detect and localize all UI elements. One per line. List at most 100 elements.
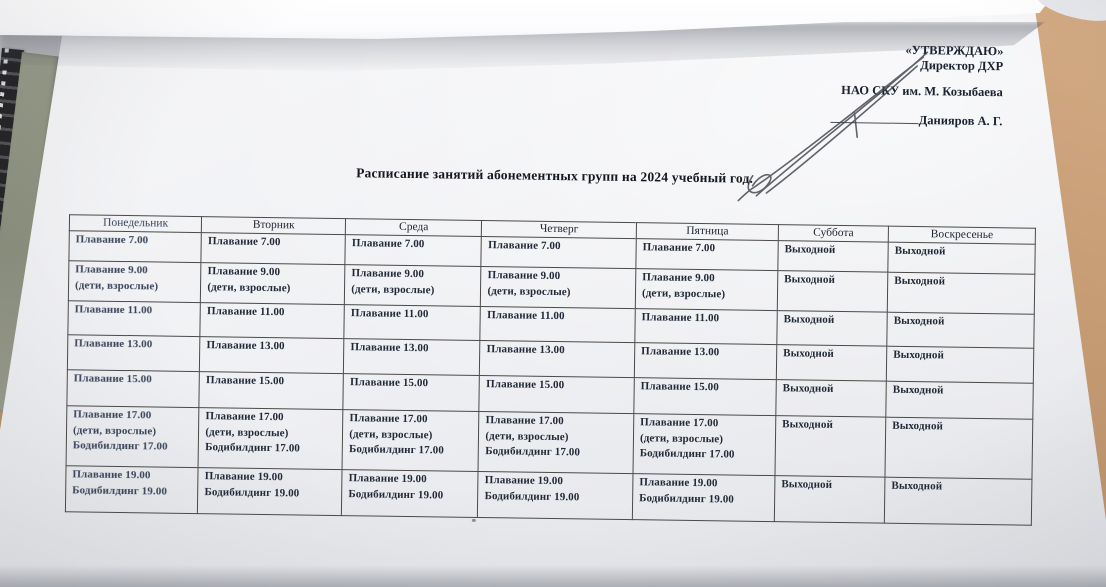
cell-line: Выходной	[893, 348, 945, 362]
cell-line: Бодибилдинг 19.00	[204, 485, 300, 500]
cell-line: Выходной	[784, 243, 836, 256]
schedule-cell: Плавание 15.00	[66, 369, 200, 408]
schedule-cell: Выходной	[885, 381, 1034, 420]
cell-line: Бодибилдинг 17.00	[348, 443, 444, 457]
cell-line: Плавание 9.00	[75, 263, 148, 277]
cell-line: Плавание 17.00	[485, 414, 564, 428]
schedule-cell: Выходной	[776, 344, 887, 382]
schedule-cell: Плавание 19.00 Бодибилдинг 19.00	[477, 471, 633, 520]
schedule-cell: Плавание 19.00 Бодибилдинг 19.00	[632, 473, 775, 522]
schedule-cell: Выходной	[774, 475, 886, 524]
cell-line: Плавание 7.00	[642, 241, 716, 255]
schedule-cell: Плавание 11.00	[200, 302, 345, 339]
schedule-cell: Плавание 15.00	[633, 377, 777, 416]
cell-line: Бодибилдинг 19.00	[348, 487, 444, 502]
cell-line: Выходной	[782, 418, 834, 431]
schedule-cell: Плавание 7.00	[68, 230, 202, 263]
cell-line: Плавание 11.00	[487, 309, 565, 323]
cell-line: Выходной	[784, 273, 836, 286]
cell-line: Плавание 7.00	[75, 233, 149, 247]
cell-line: Плавание 19.00	[348, 472, 427, 486]
schedule-cell: Плавание 7.00	[635, 238, 779, 271]
cell-line: Бодибилдинг 19.00	[484, 489, 580, 503]
schedule-cell: Выходной	[885, 417, 1033, 480]
schedule-table: Понедельник Вторник Среда Четверг Пятница Суб…	[65, 214, 1036, 526]
cell-line: Бодибилдинг 17.00	[72, 439, 168, 453]
cell-line: (дети, взрослые)	[641, 286, 726, 301]
cell-line: Плавание 15.00	[73, 372, 152, 386]
schedule-cell: Выходной	[777, 240, 889, 273]
schedule-cell: Плавание 17.00 (дети, взрослые) Бодибилдин…	[198, 407, 344, 470]
schedule-cell: Плавание 7.00	[481, 236, 637, 269]
cell-line: Плавание 15.00	[206, 374, 285, 388]
cell-line: Выходной	[783, 347, 835, 360]
cell-line: Бодибилдинг 17.00	[485, 445, 581, 459]
cell-line: Плавание 17.00	[640, 416, 719, 430]
schedule-cell: Выходной	[886, 346, 1034, 384]
cell-line: Выходной	[894, 244, 946, 258]
schedule-cell: Плавание 9.00 (дети, взрослые)	[635, 268, 778, 311]
schedule-cell: Плавание 13.00	[343, 338, 481, 376]
cell-line: (дети, взрослые)	[205, 425, 289, 439]
schedule-cell: Выходной	[887, 272, 1035, 315]
cell-line: Плавание 9.00	[487, 269, 561, 283]
day-header: Понедельник	[69, 214, 202, 233]
schedule-cell: Плавание 17.00 (дети, взрослые) Бодибилдин…	[66, 405, 200, 468]
schedule-cell: Плавание 17.00 (дети, взрослые) Бодибилдин…	[632, 413, 776, 476]
cell-line: Плавание 13.00	[74, 337, 153, 351]
schedule-cell: Плавание 13.00	[479, 340, 635, 378]
schedule-cell: Плавание 13.00	[634, 342, 777, 380]
paper-bottom-edge-shadow	[0, 565, 1106, 587]
cell-line: Плавание 13.00	[486, 343, 565, 357]
schedule-cell: Плавание 11.00	[634, 308, 778, 345]
cell-line: Плавание 11.00	[350, 307, 429, 321]
cell-line: Бодибилдинг 19.00	[639, 491, 735, 506]
schedule-cell: Плавание 17.00 (дети, взрослые) Бодибилдин…	[478, 411, 634, 474]
schedule-cell: Плавание 9.00 (дети, взрослые)	[68, 260, 202, 303]
schedule-cell: Плавание 9.00 (дети, взрослые)	[480, 266, 636, 309]
schedule-cell: Выходной	[775, 379, 887, 418]
schedule-cell: Выходной	[886, 312, 1035, 349]
cell-line: Плавание 9.00	[642, 271, 715, 285]
schedule-cell: Выходной	[887, 242, 1036, 275]
cell-line: Плавание 19.00	[639, 476, 718, 490]
cell-line: Плавание 7.00	[351, 237, 425, 251]
schedule-cell: Плавание 11.00	[344, 304, 481, 341]
schedule-cell: Плавание 19.00 Бодибилдинг 19.00	[341, 469, 479, 518]
cell-line: Плавание 17.00	[205, 410, 284, 424]
schedule-cell: Выходной	[884, 477, 1032, 526]
cell-line: (дети, взрослые)	[351, 282, 435, 296]
cell-line: Плавание 11.00	[206, 305, 285, 319]
day-header: Пятница	[636, 222, 779, 241]
schedule-cell: Плавание 11.00	[480, 306, 636, 343]
cell-line: (дети, взрослые)	[487, 284, 571, 298]
schedule-cell: Плавание 13.00	[199, 336, 345, 374]
cell-line: Выходной	[892, 383, 944, 397]
cell-line: Выходной	[783, 313, 835, 326]
cell-line: Выходной	[893, 314, 945, 328]
cell-line: Бодибилдинг 17.00	[639, 447, 735, 461]
cell-line: Плавание 11.00	[641, 311, 720, 325]
ink-speck	[471, 518, 476, 522]
cell-line: (дети, взрослые)	[72, 423, 157, 438]
schedule-cell: Плавание 7.00	[201, 232, 346, 265]
schedule-cell: Выходной	[777, 270, 888, 313]
cell-line: Плавание 9.00	[351, 267, 425, 281]
signature-scrawl-icon	[737, 51, 929, 202]
schedule-cell: Плавание 15.00	[343, 373, 480, 412]
schedule-cell: Выходной	[776, 310, 888, 347]
cell-line: (дети, взрослые)	[74, 278, 159, 293]
cell-line: Плавание 19.00	[484, 474, 564, 488]
cell-line: Плавание 15.00	[486, 378, 565, 392]
cell-line: Плавание 7.00	[488, 239, 561, 253]
schedule-cell: Выходной	[774, 415, 886, 478]
schedule-cell: Плавание 17.00 (дети, взрослые) Бодибилдин…	[342, 409, 480, 472]
cell-line: Выходной	[782, 382, 834, 395]
cell-line: Плавание 13.00	[641, 345, 720, 359]
day-header: Среда	[345, 218, 482, 237]
schedule-cell: Плавание 9.00 (дети, взрослые)	[344, 264, 482, 307]
cell-line: Плавание 19.00	[204, 470, 283, 484]
